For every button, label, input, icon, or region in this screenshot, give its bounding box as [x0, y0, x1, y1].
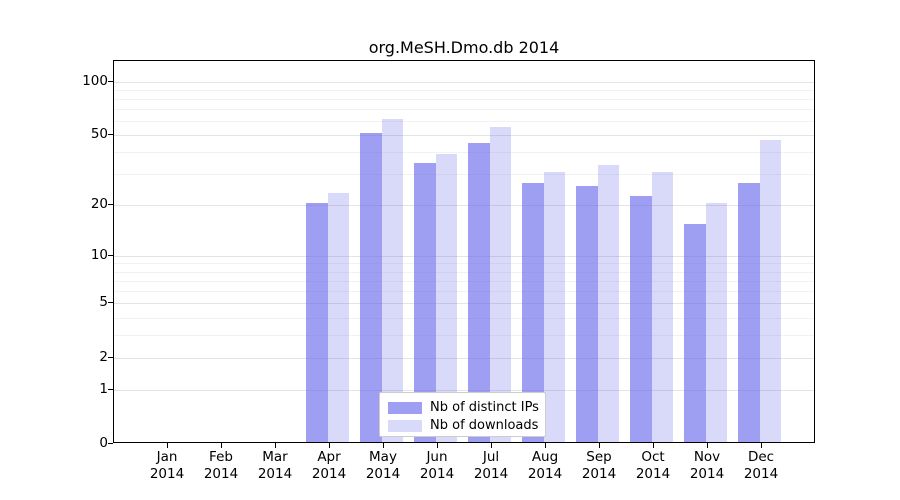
- x-tick-year: 2014: [149, 466, 185, 482]
- legend-row-downloads: Nb of downloads: [388, 417, 539, 434]
- x-tick-mark: [761, 443, 762, 448]
- x-tick-label: Aug 2014: [518, 449, 572, 483]
- bar-distinct-ips: [521, 183, 544, 442]
- x-tick-year: 2014: [365, 466, 401, 482]
- x-tick-year: 2014: [581, 466, 617, 482]
- gridline-minor: [114, 271, 814, 273]
- gridline-major: [114, 389, 814, 391]
- y-tick-mark: [108, 443, 113, 444]
- y-tick-mark: [108, 356, 113, 358]
- bar-distinct-ips: [359, 133, 382, 442]
- gridline-minor: [114, 89, 814, 91]
- y-tick-mark: [108, 388, 113, 390]
- gridline-minor: [114, 291, 814, 293]
- bar-downloads: [489, 127, 511, 442]
- y-tick-label: 1: [99, 380, 108, 397]
- gridline-minor: [114, 99, 814, 101]
- x-tick-label: Jan 2014: [140, 449, 194, 483]
- x-tick-mark: [437, 443, 438, 448]
- x-tick-year: 2014: [419, 466, 455, 482]
- legend-label-downloads: Nb of downloads: [430, 418, 539, 433]
- gridline-major: [114, 81, 814, 83]
- bar-distinct-ips: [629, 195, 652, 442]
- x-tick-mark: [545, 443, 546, 448]
- bar-distinct-ips: [467, 143, 490, 442]
- x-tick-mark: [221, 443, 222, 448]
- gridline-major: [114, 205, 814, 206]
- gridline-major: [114, 303, 814, 305]
- x-tick-year: 2014: [311, 466, 347, 482]
- y-tick-mark: [108, 254, 113, 256]
- chart-title: org.MeSH.Dmo.db 2014: [368, 38, 560, 57]
- bar-downloads: [759, 139, 781, 442]
- x-tick-label: Jul 2014: [464, 449, 518, 483]
- x-tick-label: Mar 2014: [248, 449, 302, 483]
- x-tick-label: Feb 2014: [194, 449, 248, 483]
- gridline-minor: [114, 174, 814, 176]
- x-tick-mark: [167, 443, 168, 448]
- y-tick-label: 10: [90, 246, 108, 263]
- x-tick-label: May 2014: [356, 449, 410, 483]
- x-tick-label: Oct 2014: [626, 449, 680, 483]
- x-tick-year: 2014: [203, 466, 239, 482]
- bar-distinct-ips: [737, 183, 760, 442]
- x-tick-mark: [329, 443, 330, 448]
- y-tick-label: 5: [99, 294, 108, 311]
- legend-swatch-downloads: [388, 419, 422, 432]
- x-tick-label: Sep 2014: [572, 449, 626, 483]
- y-tick-label: 0: [99, 435, 108, 451]
- x-tick-mark: [653, 443, 654, 448]
- gridline-minor: [114, 121, 814, 123]
- gridline-minor: [114, 280, 814, 282]
- x-tick-label: Dec 2014: [734, 449, 788, 483]
- gridline-major: [114, 135, 814, 137]
- x-tick-mark: [275, 443, 276, 448]
- gridline-major: [114, 357, 814, 359]
- x-tick-label: Apr 2014: [302, 449, 356, 483]
- bar-downloads: [435, 154, 457, 442]
- plot-area: [113, 60, 815, 443]
- gridline-minor: [114, 335, 814, 337]
- bar-distinct-ips: [575, 186, 598, 442]
- gridline-minor: [114, 109, 814, 111]
- bar-downloads: [597, 165, 619, 442]
- x-tick-year: 2014: [635, 466, 671, 482]
- gridline-minor: [114, 317, 814, 319]
- bar-downloads: [381, 119, 403, 442]
- x-tick-mark: [491, 443, 492, 448]
- bar-distinct-ips: [305, 203, 328, 442]
- x-tick-label: Jun 2014: [410, 449, 464, 483]
- legend-row-distinct-ips: Nb of distinct IPs: [388, 399, 539, 416]
- x-tick-year: 2014: [527, 466, 563, 482]
- legend: Nb of distinct IPs Nb of downloads: [379, 392, 546, 437]
- bar-downloads: [543, 172, 565, 442]
- y-tick-label: 100: [82, 72, 108, 89]
- bar-distinct-ips: [413, 162, 436, 442]
- bar-downloads: [651, 172, 673, 442]
- legend-label-distinct-ips: Nb of distinct IPs: [430, 400, 539, 415]
- bar-downloads: [705, 203, 727, 442]
- x-tick-year: 2014: [257, 466, 293, 482]
- x-tick-mark: [383, 443, 384, 448]
- gridline-major: [114, 255, 814, 257]
- x-tick-mark: [707, 443, 708, 448]
- y-tick-label: 2: [99, 348, 108, 365]
- x-tick-mark: [599, 443, 600, 448]
- legend-swatch-distinct-ips: [388, 401, 422, 414]
- x-tick-year: 2014: [743, 466, 779, 482]
- gridline-minor: [114, 263, 814, 265]
- x-tick-label: Nov 2014: [680, 449, 734, 483]
- y-tick-mark: [108, 302, 113, 304]
- y-tick-label: 20: [90, 196, 108, 212]
- y-tick-mark: [108, 134, 113, 136]
- y-tick-mark: [108, 80, 113, 82]
- bar-downloads: [327, 192, 349, 442]
- y-tick-mark: [108, 204, 113, 205]
- y-tick-label: 50: [90, 126, 108, 143]
- bar-distinct-ips: [683, 224, 706, 442]
- x-tick-year: 2014: [689, 466, 725, 482]
- gridline-minor: [114, 152, 814, 154]
- x-tick-year: 2014: [473, 466, 509, 482]
